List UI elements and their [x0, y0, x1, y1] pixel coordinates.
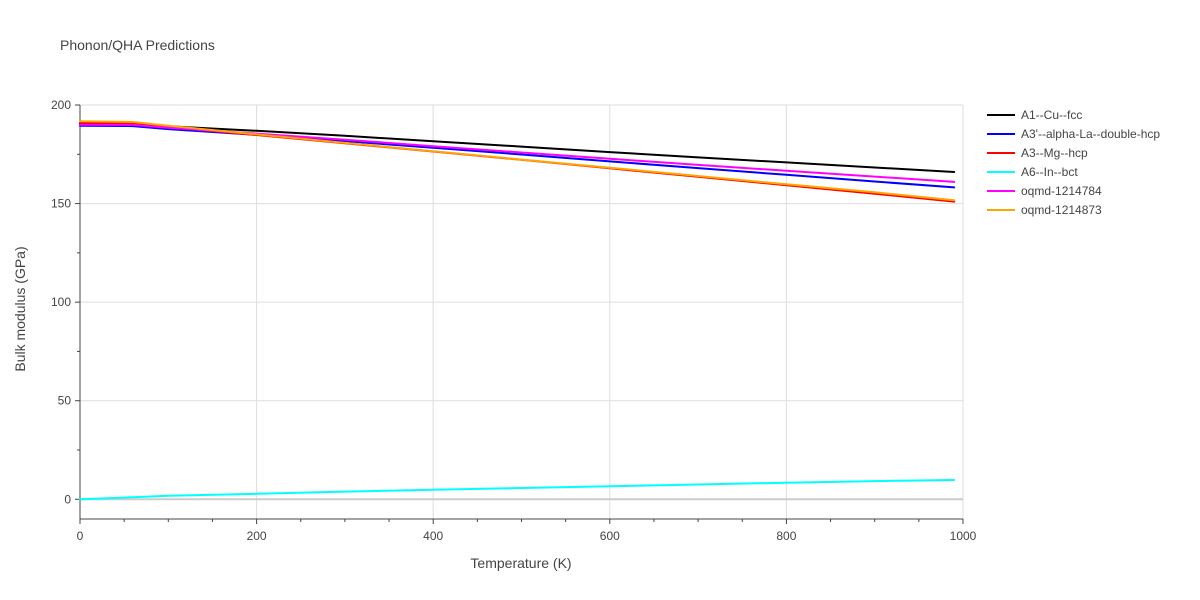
- x-tick-label: 200: [247, 529, 267, 543]
- legend-item[interactable]: A1--Cu--fcc: [987, 108, 1082, 122]
- legend: A1--Cu--fcc A3'--alpha-La--double-hcp A3--…: [987, 108, 1160, 217]
- legend-label: A3'--alpha-La--double-hcp: [1021, 127, 1160, 141]
- y-tick-label: 50: [58, 394, 72, 408]
- y-axis-title: Bulk modulus (GPa): [12, 246, 28, 371]
- x-tick-label: 1000: [950, 529, 977, 543]
- series-line-5: [79, 120, 956, 202]
- legend-item[interactable]: oqmd-1214873: [987, 203, 1102, 217]
- y-tick-label: 100: [51, 295, 71, 309]
- legend-label: A6--In--bct: [1021, 165, 1078, 179]
- legend-item[interactable]: A3'--alpha-La--double-hcp: [987, 127, 1160, 141]
- series-line-4: [79, 123, 956, 183]
- axes: [75, 104, 964, 524]
- tick-labels: 0 200 400 600 800 1000 0 50 100 150 200: [51, 98, 977, 543]
- y-tick-label: 0: [64, 492, 71, 506]
- x-axis-title: Temperature (K): [470, 555, 571, 571]
- y-tick-label: 150: [51, 197, 71, 211]
- y-tick-label: 200: [51, 98, 71, 112]
- legend-item[interactable]: A6--In--bct: [987, 165, 1078, 179]
- chart-title: Phonon/QHA Predictions: [60, 37, 215, 53]
- legend-label: A1--Cu--fcc: [1021, 108, 1082, 122]
- series-line-3: [79, 479, 956, 501]
- legend-label: A3--Mg--hcp: [1021, 146, 1088, 160]
- legend-item[interactable]: oqmd-1214784: [987, 184, 1102, 198]
- x-tick-label: 800: [776, 529, 796, 543]
- series-line-1: [79, 124, 956, 189]
- x-tick-label: 0: [77, 529, 84, 543]
- x-tick-label: 600: [600, 529, 620, 543]
- series-lines: [79, 120, 956, 501]
- grid: [80, 104, 964, 519]
- x-tick-label: 400: [423, 529, 443, 543]
- series-line-2: [79, 121, 956, 203]
- legend-label: oqmd-1214873: [1021, 203, 1102, 217]
- legend-item[interactable]: A3--Mg--hcp: [987, 146, 1088, 160]
- legend-label: oqmd-1214784: [1021, 184, 1102, 198]
